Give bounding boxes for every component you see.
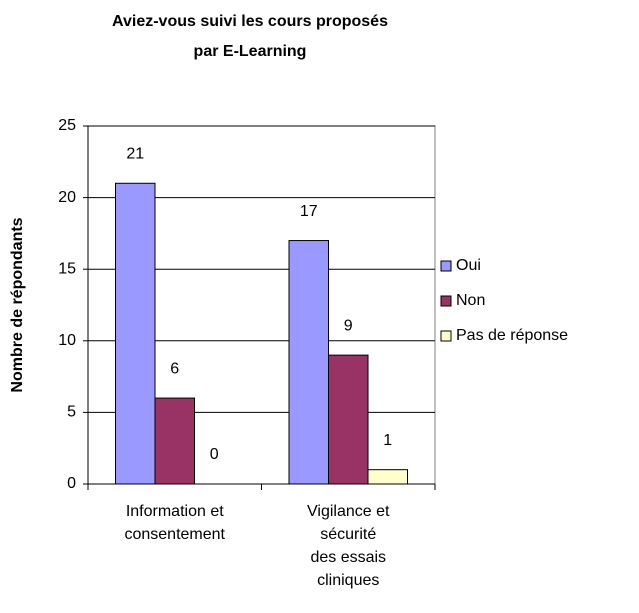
value-label: 1 [383, 432, 392, 449]
y-tick-label: 20 [58, 189, 76, 206]
y-tick-label: 25 [58, 117, 76, 134]
y-axis-label: Nombre de répondants [9, 217, 26, 392]
value-label: 21 [126, 145, 144, 162]
y-tick-label: 0 [67, 475, 76, 492]
y-tick-label: 5 [67, 404, 76, 421]
value-label: 0 [210, 446, 219, 463]
bar [154, 397, 195, 485]
value-label: 9 [344, 317, 353, 334]
legend-swatch [440, 295, 452, 307]
legend-swatch [440, 330, 452, 342]
x-tick-label: Vigilance et sécurité des essais cliniques [307, 503, 390, 589]
chart-title: Aviez-vous suivi les cours proposés par E… [112, 13, 388, 60]
legend-label: Pas de réponse [456, 327, 568, 344]
bar [288, 240, 329, 485]
x-tick-label: Information et consentement [124, 503, 225, 543]
bar [367, 469, 408, 485]
y-tick-label: 15 [58, 260, 76, 277]
value-label: 17 [300, 203, 318, 220]
bar [115, 182, 156, 485]
y-tick-label: 10 [58, 332, 76, 349]
value-label: 6 [170, 360, 179, 377]
bar [328, 354, 369, 485]
legend-swatch [440, 260, 452, 272]
legend-label: Non [456, 292, 485, 309]
legend-label: Oui [456, 257, 481, 274]
